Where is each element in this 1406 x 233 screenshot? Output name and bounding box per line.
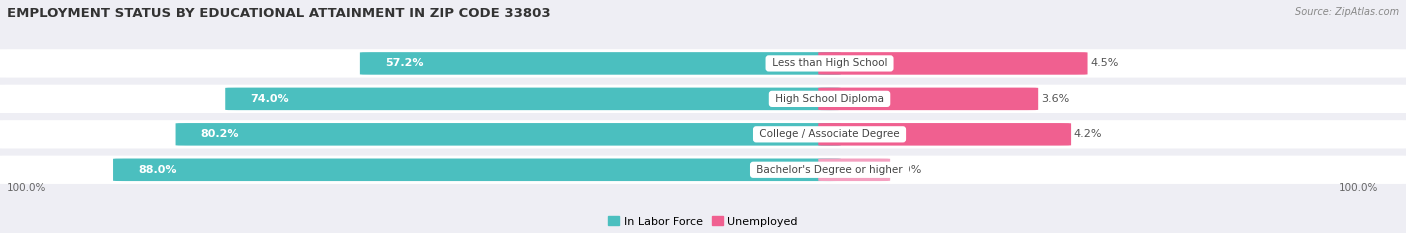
Text: EMPLOYMENT STATUS BY EDUCATIONAL ATTAINMENT IN ZIP CODE 33803: EMPLOYMENT STATUS BY EDUCATIONAL ATTAINM…	[7, 7, 551, 20]
Text: College / Associate Degree: College / Associate Degree	[756, 129, 903, 139]
FancyBboxPatch shape	[112, 158, 841, 181]
Text: Bachelor's Degree or higher: Bachelor's Degree or higher	[754, 165, 905, 175]
Text: 80.2%: 80.2%	[201, 129, 239, 139]
FancyBboxPatch shape	[818, 88, 1038, 110]
FancyBboxPatch shape	[818, 123, 1071, 146]
Text: 74.0%: 74.0%	[250, 94, 290, 104]
Text: 3.6%: 3.6%	[1040, 94, 1069, 104]
Text: 100.0%: 100.0%	[7, 183, 46, 193]
FancyBboxPatch shape	[176, 123, 841, 146]
FancyBboxPatch shape	[818, 158, 890, 181]
FancyBboxPatch shape	[0, 85, 1406, 113]
FancyBboxPatch shape	[225, 88, 841, 110]
FancyBboxPatch shape	[360, 52, 841, 75]
Legend: In Labor Force, Unemployed: In Labor Force, Unemployed	[603, 212, 803, 231]
FancyBboxPatch shape	[0, 156, 1406, 184]
Text: High School Diploma: High School Diploma	[772, 94, 887, 104]
FancyBboxPatch shape	[818, 52, 1088, 75]
FancyBboxPatch shape	[0, 120, 1406, 148]
Text: 88.0%: 88.0%	[138, 165, 177, 175]
Text: 100.0%: 100.0%	[1339, 183, 1378, 193]
Text: 0.9%: 0.9%	[893, 165, 921, 175]
Text: 4.2%: 4.2%	[1074, 129, 1102, 139]
Text: 4.5%: 4.5%	[1091, 58, 1119, 69]
FancyBboxPatch shape	[0, 49, 1406, 78]
Text: Source: ZipAtlas.com: Source: ZipAtlas.com	[1295, 7, 1399, 17]
Text: 57.2%: 57.2%	[385, 58, 423, 69]
Text: Less than High School: Less than High School	[769, 58, 890, 69]
